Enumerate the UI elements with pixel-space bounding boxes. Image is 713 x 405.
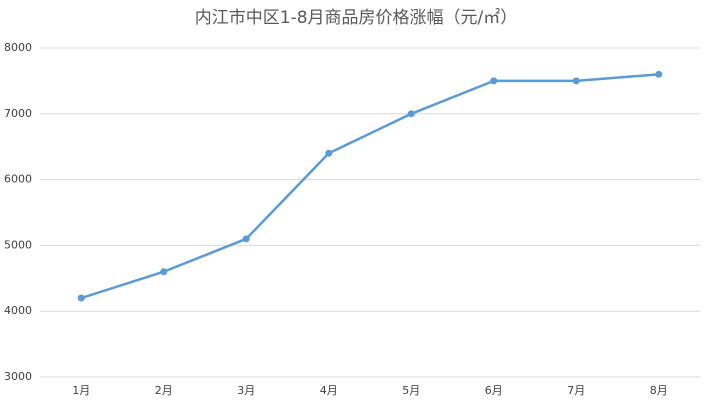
data-point	[490, 77, 498, 85]
data-point	[325, 149, 333, 157]
x-tick-label: 5月	[402, 384, 420, 397]
x-tick-label: 4月	[320, 384, 338, 397]
y-tick-label: 3000	[4, 370, 32, 383]
y-tick-label: 8000	[4, 41, 32, 54]
x-tick-label: 8月	[650, 384, 668, 397]
y-tick-label: 5000	[4, 238, 32, 251]
data-line	[80, 73, 659, 300]
data-point	[655, 70, 663, 78]
x-tick-label: 6月	[485, 384, 503, 397]
data-point	[77, 294, 85, 302]
data-point	[407, 110, 415, 118]
x-tick-label: 1月	[72, 384, 90, 397]
chart-title: 内江市中区1-8月商品房价格涨幅（元/㎡）	[195, 8, 518, 28]
y-tick-label: 4000	[4, 304, 32, 317]
y-tick-label: 7000	[4, 107, 32, 120]
x-tick-label: 3月	[237, 384, 255, 397]
data-point	[160, 268, 168, 276]
data-point	[242, 235, 250, 243]
x-tick-label: 7月	[567, 384, 585, 397]
x-tick-label: 2月	[155, 384, 173, 397]
y-tick-label: 6000	[4, 173, 32, 186]
data-point	[572, 77, 580, 85]
